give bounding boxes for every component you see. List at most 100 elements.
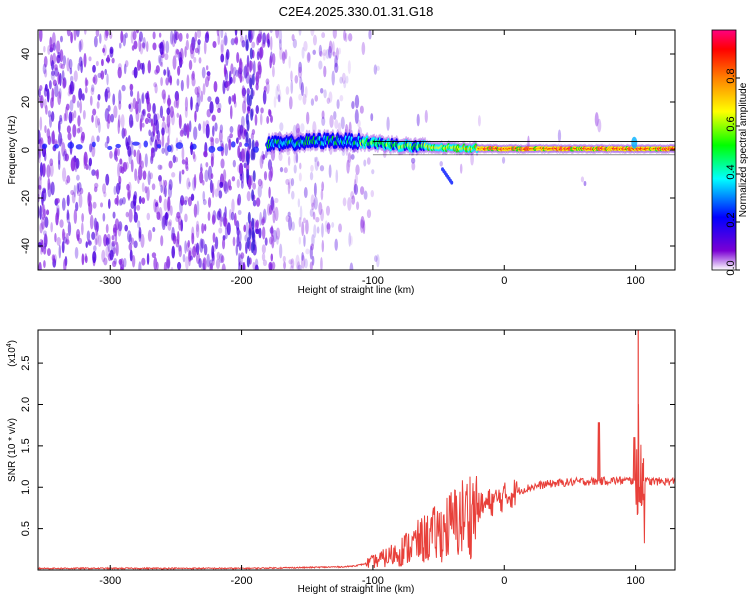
noise-speckle	[55, 40, 61, 54]
noise-speckle	[337, 122, 342, 137]
colorbar-ticks: 0.0 0.2 0.4 0.6 0.8	[725, 68, 740, 276]
noise-speckle	[98, 121, 101, 134]
noise-speckle	[67, 221, 72, 236]
noise-speckle	[191, 70, 195, 79]
noise-speckle	[255, 76, 259, 82]
noise-speckle	[73, 110, 77, 119]
noise-speckle	[190, 96, 193, 111]
noise-speckle	[376, 65, 380, 71]
noise-speckle	[236, 227, 240, 236]
noise-speckle	[323, 89, 327, 99]
noise-speckle	[297, 66, 303, 79]
noise-speckle	[214, 236, 219, 250]
noise-speckle	[198, 123, 202, 131]
noise-speckle	[104, 88, 109, 103]
noise-speckle	[181, 146, 185, 161]
noise-speckle	[42, 204, 46, 215]
noise-speckle	[221, 263, 226, 270]
noise-speckle	[184, 96, 189, 112]
noise-speckle	[121, 84, 126, 92]
noise-speckle	[260, 107, 264, 114]
noise-speckle	[341, 72, 346, 85]
noise-speckle	[322, 52, 326, 61]
noise-speckle	[169, 76, 172, 84]
noise-speckle	[87, 240, 92, 246]
noise-speckle	[295, 254, 300, 269]
noise-speckle	[184, 106, 188, 119]
noise-speckle	[50, 97, 54, 109]
noise-speckle	[141, 42, 146, 49]
noise-speckle	[205, 123, 210, 139]
ridge-blob	[67, 141, 75, 149]
noise-speckle	[194, 47, 200, 54]
noise-speckle	[70, 157, 76, 172]
noise-speckle	[328, 164, 332, 179]
noise-speckle	[318, 201, 323, 216]
noise-speckle	[218, 102, 222, 111]
noise-speckle	[416, 113, 420, 127]
noise-speckle	[314, 156, 319, 171]
noise-speckle	[278, 152, 283, 162]
noise-speckle	[182, 253, 186, 263]
noise-speckle	[205, 161, 209, 168]
noise-speckle	[215, 258, 221, 269]
noise-speckle	[313, 224, 317, 238]
noise-speckle	[288, 178, 293, 189]
noise-speckle	[47, 45, 51, 55]
noise-speckle	[259, 47, 263, 61]
noise-speckle	[140, 94, 144, 104]
y-tick-label: 1.5	[20, 438, 32, 453]
noise-speckle	[219, 181, 224, 188]
noise-speckle	[140, 160, 144, 169]
noise-speckle	[195, 220, 200, 233]
noise-speckle	[59, 219, 64, 228]
colorbar: 0.0 0.2 0.4 0.6 0.8 Normalized spectral ampl…	[711, 29, 749, 276]
noise-speckle	[168, 160, 173, 169]
noise-speckle	[261, 41, 266, 48]
noise-speckle	[49, 162, 54, 177]
noise-speckle	[165, 40, 170, 54]
noise-speckle	[110, 113, 115, 123]
noise-speckle	[186, 242, 189, 252]
noise-speckle	[164, 185, 167, 198]
noise-speckle	[134, 168, 138, 182]
noise-speckle	[332, 51, 336, 57]
noise-speckle	[222, 238, 226, 250]
noise-speckle	[201, 223, 205, 234]
noise-speckle	[148, 129, 152, 137]
noise-speckle	[368, 30, 372, 40]
noise-speckle	[40, 216, 46, 230]
noise-speckle	[278, 30, 283, 44]
noise-speckle	[284, 49, 288, 60]
noise-speckle	[263, 171, 268, 181]
noise-speckle	[154, 139, 158, 152]
ridge-blob	[244, 142, 249, 147]
noise-speckle	[287, 155, 291, 166]
noise-speckle	[59, 62, 63, 69]
noise-streak	[246, 168, 250, 181]
noise-speckle	[59, 114, 63, 123]
noise-speckle	[219, 124, 224, 134]
noise-speckle	[265, 78, 270, 85]
noise-speckle	[158, 195, 162, 204]
noise-speckle	[214, 137, 220, 144]
ridge-blob	[91, 141, 96, 148]
noise-speckle	[76, 174, 80, 181]
noise-speckle	[171, 245, 176, 259]
noise-speckle	[103, 191, 107, 198]
noise-speckle	[228, 70, 232, 86]
noise-speckle	[84, 30, 87, 35]
noise-speckle	[251, 41, 256, 49]
noise-speckle	[153, 198, 157, 213]
noise-speckle	[95, 60, 99, 67]
noise-speckle	[267, 38, 271, 48]
noise-speckle	[363, 159, 367, 167]
noise-speckle	[43, 45, 46, 53]
noise-speckle	[164, 142, 169, 156]
noise-speckle	[239, 58, 242, 74]
noise-speckle	[594, 112, 599, 127]
noise-speckle	[103, 257, 108, 266]
noise-speckle	[218, 190, 223, 199]
noise-speckle	[94, 238, 98, 246]
noise-speckle	[117, 114, 121, 128]
